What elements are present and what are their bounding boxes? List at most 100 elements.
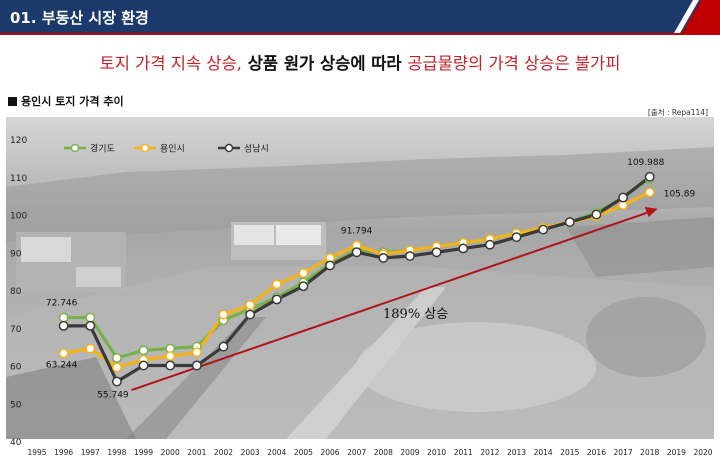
x-tick-label: 2013 — [507, 448, 526, 457]
data-point-series-1 — [138, 345, 149, 356]
legend-label: 성남시 — [244, 144, 269, 155]
legend-marker — [70, 143, 80, 153]
data-label: 105.89 — [664, 189, 696, 199]
x-tick-label: 2011 — [454, 448, 473, 457]
x-tick-label: 2015 — [560, 448, 579, 457]
data-point-series-2 — [245, 300, 256, 311]
data-point-series-3 — [618, 192, 629, 203]
data-point-series-3 — [351, 247, 362, 258]
trend-arrow-head — [644, 206, 658, 217]
annotations: 72.746 63.244 55.749 91.794 109.988 105.89 — [46, 158, 696, 401]
series-line-1 — [63, 177, 651, 360]
data-point-series-1 — [111, 353, 122, 363]
series-line-2 — [63, 190, 651, 369]
series-lines — [58, 171, 655, 387]
data-point-series-3 — [138, 360, 149, 371]
headline-part-3: 공급물량의 가격 상승은 불가피 — [407, 54, 621, 73]
data-point-series-2 — [218, 309, 229, 320]
data-point-series-2 — [85, 343, 96, 354]
x-tick-label: 1999 — [134, 448, 153, 457]
header-bar: 01. 부동산 시장 환경 — [0, 0, 720, 33]
x-tick-label: 2009 — [400, 448, 419, 457]
legend-marker — [224, 143, 234, 153]
data-point-series-2 — [58, 348, 69, 359]
data-point-series-1 — [85, 312, 96, 323]
data-point-series-3 — [325, 260, 335, 271]
x-tick-label: 2014 — [534, 448, 553, 457]
y-axis: 40 50 60 70 80 90 100 110 120 — [10, 136, 27, 448]
data-point-series-3 — [511, 232, 522, 243]
x-tick-label: 2003 — [241, 448, 260, 457]
data-point-series-3 — [458, 243, 469, 254]
x-tick-label: 1996 — [54, 448, 73, 457]
headline-part-1: 토지 가격 지속 상승, — [99, 54, 242, 73]
data-point-series-3 — [271, 294, 282, 305]
header-underline — [0, 33, 720, 35]
data-label: 55.749 — [97, 391, 129, 401]
x-tick-label: 2001 — [187, 448, 206, 457]
y-tick-label: 50 — [10, 400, 22, 410]
legend-label: 용인시 — [160, 144, 185, 155]
headline-part-2: 상품 원가 상승에 따라 — [242, 54, 408, 73]
data-point-series-3 — [298, 281, 309, 292]
x-tick-label: 2019 — [667, 448, 686, 457]
data-point-series-3 — [245, 309, 256, 320]
x-tick-label: 1995 — [27, 448, 46, 457]
y-tick-label: 90 — [10, 249, 22, 259]
x-tick-label: 2017 — [614, 448, 633, 457]
y-tick-label: 40 — [10, 438, 22, 448]
data-point-series-3 — [58, 320, 69, 331]
data-point-series-3 — [405, 251, 415, 261]
data-label: 63.244 — [46, 360, 78, 370]
chart-title: 용인시 토지 가격 추이 — [21, 95, 124, 108]
data-point-series-3 — [378, 252, 389, 263]
headline: 토지 가격 지속 상승, 상품 원가 상승에 따라 공급물량의 가격 상승은 불… — [0, 50, 720, 74]
x-tick-label: 2005 — [294, 448, 313, 457]
y-tick-label: 110 — [10, 174, 27, 184]
x-tick-label: 2002 — [214, 448, 233, 457]
data-label: 72.746 — [46, 298, 78, 308]
legend-marker — [140, 143, 150, 153]
data-point-series-3 — [85, 320, 96, 331]
x-tick-label: 2007 — [347, 448, 366, 457]
data-point-series-3 — [165, 360, 176, 371]
x-tick-label: 2016 — [587, 448, 606, 457]
data-point-series-1 — [58, 312, 69, 323]
data-point-series-2 — [271, 279, 282, 290]
aerial-photo-background — [6, 117, 714, 439]
x-tick-label: 2006 — [320, 448, 339, 457]
data-point-series-3 — [538, 224, 549, 235]
data-point-series-3 — [431, 247, 442, 258]
y-tick-label: 60 — [10, 363, 22, 373]
x-tick-label: 1998 — [107, 448, 126, 457]
data-point-series-2 — [111, 362, 122, 373]
data-point-series-2 — [191, 347, 202, 358]
x-tick-label: 2012 — [480, 448, 499, 457]
bullet-square-icon — [8, 97, 17, 106]
x-tick-label: 1997 — [81, 448, 100, 457]
x-tick-label: 2008 — [374, 448, 393, 457]
header-stripe-decoration — [674, 0, 720, 33]
x-tick-label: 2018 — [640, 448, 659, 457]
trend-arrow-line — [131, 210, 651, 391]
y-tick-label: 120 — [10, 136, 27, 146]
y-tick-label: 80 — [10, 287, 22, 297]
page-title: 01. 부동산 시장 환경 — [10, 9, 149, 27]
data-label: 109.988 — [627, 158, 664, 168]
x-tick-label: 2020 — [693, 448, 712, 457]
x-tick-label: 2010 — [427, 448, 446, 457]
x-axis: 1995 1996 1997 1998 1999 2000 2001 2002 2003 2004… — [27, 448, 712, 457]
trend-arrow: 189% 상승 — [131, 206, 658, 391]
data-point-series-3 — [484, 239, 495, 250]
data-point-series-3 — [591, 209, 602, 220]
source-note: [출처 : Repa114] — [647, 108, 708, 117]
data-point-series-3 — [564, 217, 575, 228]
growth-callout: 189% 상승 — [383, 307, 448, 322]
legend-label: 경기도 — [90, 143, 115, 155]
data-point-series-3 — [218, 341, 229, 352]
data-point-series-2 — [644, 187, 655, 198]
legend: 경기도 용인시 성남시 — [64, 143, 269, 155]
x-tick-label: 2004 — [267, 448, 286, 457]
data-point-series-2 — [298, 268, 309, 278]
